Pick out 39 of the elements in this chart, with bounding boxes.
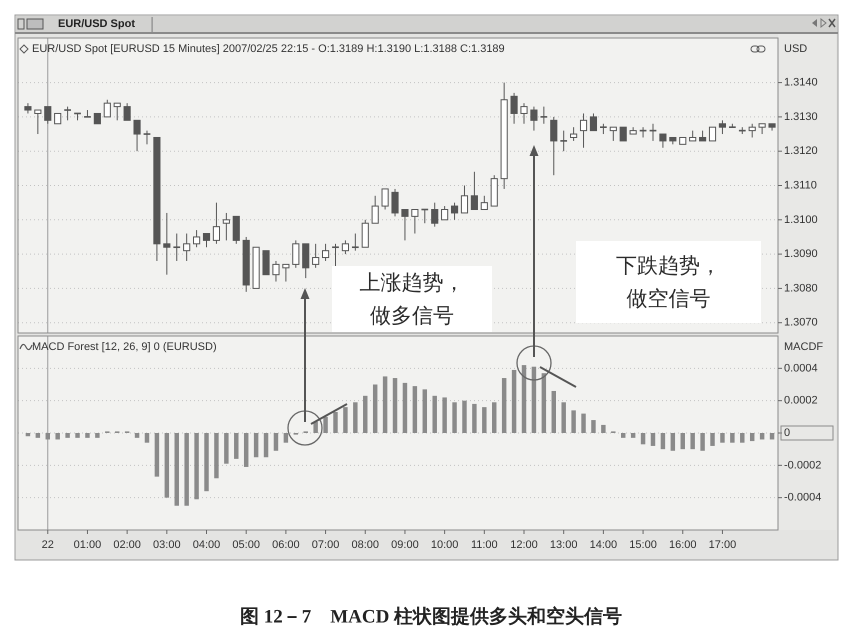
- y-tick-label: 1.3090: [784, 248, 818, 260]
- x-tick-label: 17:00: [708, 539, 736, 551]
- y-tick-label: 1.3100: [784, 214, 818, 226]
- annotation: 下跌趋势，做空信号: [616, 254, 721, 310]
- y-axis-title: MACDF: [784, 341, 824, 353]
- x-tick-label: 07:00: [312, 539, 340, 551]
- caption: 图 12－7 MACD 柱状图提供多头和空头信号: [240, 606, 622, 628]
- y-tick-label: 1.3080: [784, 282, 818, 294]
- x-tick-label: 06:00: [272, 539, 300, 551]
- x-tick-label: 02:00: [113, 539, 141, 551]
- y-tick-label: -0.0002: [784, 459, 822, 472]
- y-tick-label: 0.0004: [784, 362, 818, 374]
- x-tick-label: 05:00: [232, 539, 260, 551]
- y-tick-label: 1.3070: [784, 316, 818, 329]
- y-tick-label: 1.3120: [784, 145, 818, 158]
- y-tick-label: 1.3140: [784, 76, 818, 89]
- chart-title: MACD Forest [12, 26, 9] 0 (EURUSD): [32, 341, 217, 353]
- chart-title: EUR/USD Spot: [58, 18, 136, 30]
- x-tick-label: 08:00: [351, 539, 380, 551]
- x-tick-label: 12:00: [510, 539, 538, 551]
- x-tick-label: 14:00: [590, 539, 618, 551]
- annotation: 上涨趋势，做多信号: [360, 271, 464, 327]
- x-tick-label: 09:00: [391, 539, 419, 551]
- x-tick-label: 22: [42, 539, 54, 551]
- x-tick-label: 10:00: [430, 539, 458, 551]
- y-tick-label: 0.0002: [784, 394, 818, 407]
- chart-subtitle: EUR/USD Spot [EURUSD 15 Minutes] 2007/02/25 22:15 - O:1.3189 H:1.3190 L:1.3188 C:1.3189: [32, 43, 505, 55]
- y-axis-title: USD: [784, 43, 808, 55]
- x-tick-label: 01:00: [74, 539, 102, 551]
- x-tick-label: 13:00: [550, 539, 578, 551]
- y-tick-label: -0.0004: [784, 492, 822, 504]
- x-tick-label: 03:00: [153, 539, 181, 551]
- x-tick-label: 04:00: [192, 539, 220, 551]
- y-tick-label: 0: [784, 427, 790, 439]
- y-tick-label: 1.3110: [784, 180, 817, 192]
- x-tick-label: 15:00: [629, 539, 657, 551]
- y-tick-label: 1.3130: [784, 110, 818, 123]
- x-tick-label: 11:00: [470, 539, 498, 551]
- x-tick-label: 16:00: [668, 539, 697, 551]
